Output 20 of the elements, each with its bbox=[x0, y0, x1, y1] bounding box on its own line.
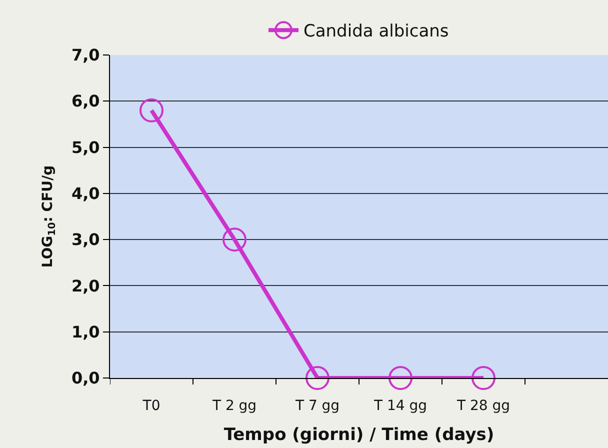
y-tick-label: 6,0 bbox=[71, 92, 100, 111]
point bbox=[140, 98, 164, 122]
y-tick-label: 7,0 bbox=[71, 46, 100, 65]
legend-label: Candida albicans bbox=[304, 22, 449, 42]
x-tick-label: T 7 gg bbox=[294, 398, 340, 414]
x-tick-label: T 2 gg bbox=[211, 398, 257, 414]
y-tick-label: 4,0 bbox=[71, 184, 100, 204]
y-tick-label: 3,0 bbox=[71, 230, 100, 250]
x-tick-label: T 28 gg bbox=[456, 398, 510, 414]
y-tick-label: 5,0 bbox=[71, 138, 100, 157]
y-tick-label: 0,0 bbox=[71, 368, 100, 388]
x-tick-label: T0 bbox=[142, 398, 160, 414]
x-tick-label: T 14 gg bbox=[372, 398, 428, 414]
point bbox=[388, 366, 412, 390]
y-tick-label: 1,0 bbox=[71, 322, 100, 342]
y-tick-label: 2,0 bbox=[71, 276, 100, 296]
point bbox=[222, 228, 246, 252]
point bbox=[472, 366, 496, 390]
x-axis-title: Tempo (giorni) / Time (days) bbox=[224, 425, 494, 446]
point bbox=[306, 366, 330, 390]
